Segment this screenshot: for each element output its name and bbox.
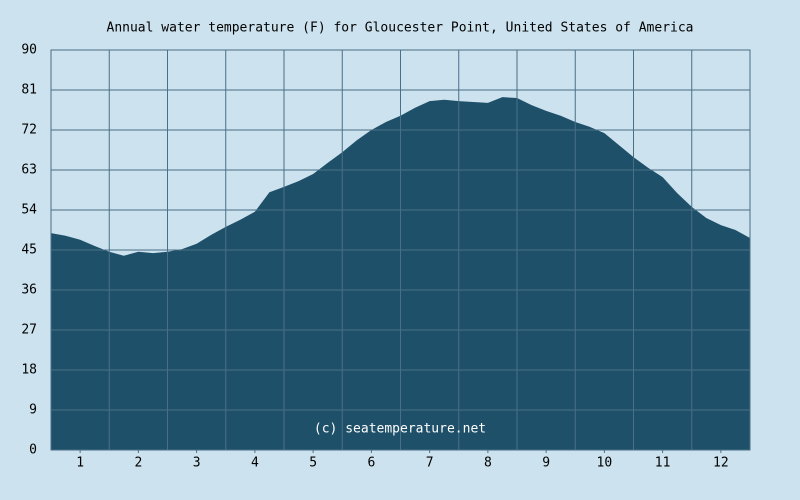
- annotation: (c) seatemperature.net: [314, 422, 486, 437]
- y-tick-label: 63: [21, 163, 37, 178]
- y-tick-label: 0: [29, 443, 37, 458]
- chart-title: Annual water temperature (F) for Glouces…: [107, 21, 694, 36]
- y-tick-label: 90: [21, 43, 37, 58]
- y-tick-label: 81: [21, 83, 37, 98]
- y-tick-label: 45: [21, 243, 37, 258]
- x-tick-label: 8: [484, 456, 492, 471]
- x-tick-label: 1: [76, 456, 84, 471]
- x-tick-label: 9: [542, 456, 550, 471]
- y-tick-label: 9: [29, 403, 37, 418]
- x-tick-label: 12: [713, 456, 729, 471]
- y-tick-label: 72: [21, 123, 37, 138]
- x-tick-label: 4: [251, 456, 259, 471]
- x-tick-label: 2: [134, 456, 142, 471]
- y-tick-label: 36: [21, 283, 37, 298]
- x-tick-label: 5: [309, 456, 317, 471]
- x-tick-label: 3: [193, 456, 201, 471]
- y-tick-label: 18: [21, 363, 37, 378]
- plot-frame: [50, 49, 751, 451]
- x-tick-label: 10: [597, 456, 613, 471]
- y-tick-label: 54: [21, 203, 37, 218]
- x-tick-label: 7: [426, 456, 434, 471]
- y-tick-label: 27: [21, 323, 37, 338]
- x-tick-label: 11: [655, 456, 671, 471]
- x-tick-label: 6: [367, 456, 375, 471]
